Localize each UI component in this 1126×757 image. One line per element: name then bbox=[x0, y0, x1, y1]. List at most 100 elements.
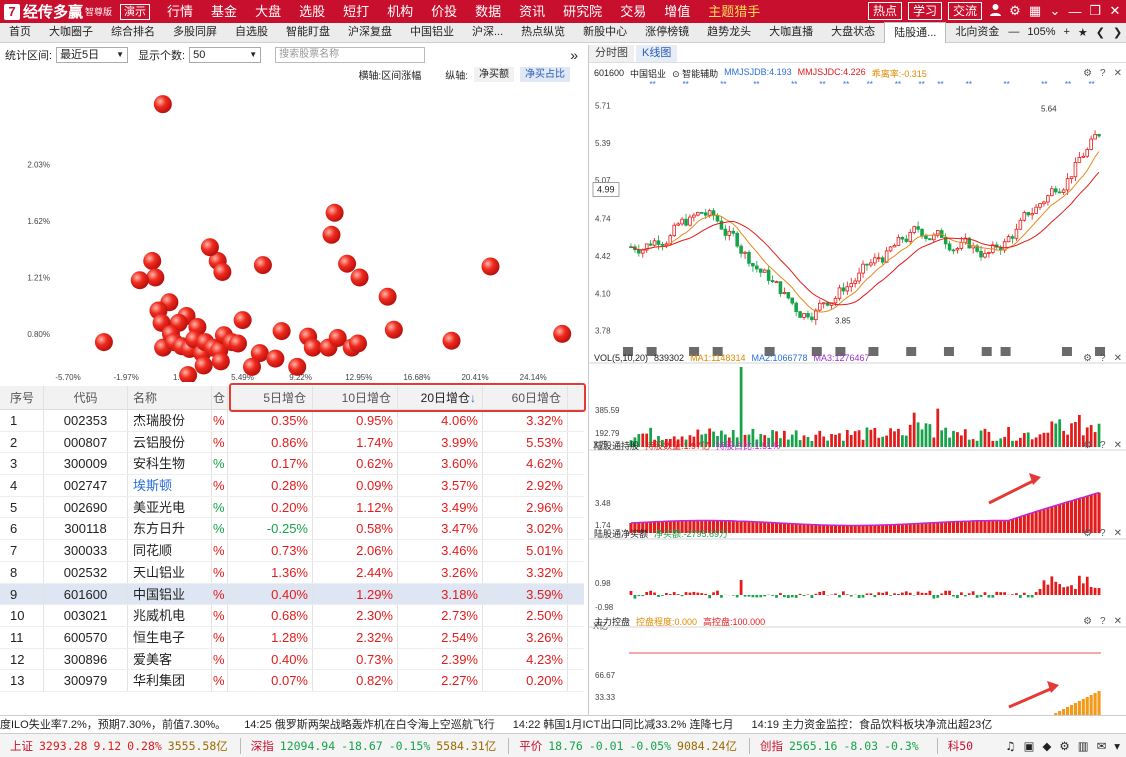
grid-icon[interactable]: ▦ bbox=[1028, 3, 1042, 18]
index-item[interactable]: 上证 3293.28 9.12 0.28% 3555.58亿 bbox=[10, 738, 234, 754]
scatter-point[interactable] bbox=[442, 331, 461, 350]
tab-item[interactable]: 大咖直播 bbox=[769, 26, 814, 38]
help-icon[interactable]: ? bbox=[1100, 68, 1106, 79]
star-icon[interactable]: ★ bbox=[1077, 27, 1088, 39]
tab-timeshare[interactable]: 分时图 bbox=[589, 45, 634, 62]
scatter-point[interactable] bbox=[130, 271, 149, 290]
news-item[interactable]: 14:19 主力资金监控：食品饮料板块净流出超23亿 bbox=[751, 719, 993, 731]
event-badge[interactable] bbox=[646, 347, 657, 356]
event-badge[interactable] bbox=[1061, 347, 1072, 356]
menu-item[interactable]: 主题猎手 bbox=[708, 4, 761, 19]
tab-item[interactable]: 首页 bbox=[9, 26, 31, 38]
event-badge[interactable] bbox=[712, 347, 723, 356]
menu-item[interactable]: 交易 bbox=[620, 4, 647, 19]
event-badge[interactable] bbox=[689, 347, 700, 356]
column-header[interactable]: 20日增仓↓ bbox=[398, 386, 483, 409]
menu-item[interactable]: 选股 bbox=[299, 4, 326, 19]
forward-icon[interactable]: ❯ bbox=[1113, 27, 1123, 39]
event-badge[interactable] bbox=[1095, 347, 1105, 356]
hot-button[interactable]: 热点 bbox=[867, 2, 902, 20]
close-icon[interactable]: ✕ bbox=[1113, 528, 1122, 539]
close-icon[interactable]: ✕ bbox=[1109, 3, 1121, 18]
index-item[interactable]: 深指 12094.94 -18.67 -0.15% 5584.31亿 bbox=[251, 738, 502, 754]
gear-icon[interactable]: ⚙ bbox=[1009, 3, 1021, 18]
chart-icon[interactable]: ▥ bbox=[1077, 738, 1089, 753]
scatter-point[interactable] bbox=[553, 324, 572, 343]
column-header[interactable]: 10日增仓 bbox=[313, 386, 398, 409]
help-icon[interactable]: ? bbox=[1100, 616, 1106, 627]
close-icon[interactable]: ✕ bbox=[1113, 440, 1122, 451]
event-badge[interactable] bbox=[943, 347, 954, 356]
table-row[interactable]: 12 300896 爱美客% 0.40% 0.73% 2.39% 4.23% bbox=[0, 648, 584, 671]
scatter-point[interactable] bbox=[194, 356, 213, 375]
help-icon[interactable]: ? bbox=[1100, 353, 1106, 364]
menu-item[interactable]: 基金 bbox=[211, 4, 238, 19]
tab-item[interactable]: 多股同屏 bbox=[173, 26, 217, 38]
user-icon[interactable] bbox=[988, 3, 1002, 19]
table-row[interactable]: 7 300033 同花顺% 0.73% 2.06% 3.46% 5.01% bbox=[0, 540, 584, 562]
menu-item[interactable]: 增值 bbox=[664, 4, 691, 19]
scatter-point[interactable] bbox=[146, 268, 165, 287]
back-icon[interactable]: ❮ bbox=[1095, 27, 1106, 39]
scatter-point[interactable] bbox=[213, 262, 232, 281]
scatter-point[interactable] bbox=[322, 225, 341, 244]
diamond-icon[interactable]: ◆ bbox=[1042, 738, 1052, 753]
scatter-point[interactable] bbox=[384, 320, 403, 339]
scatter-point[interactable] bbox=[143, 251, 162, 270]
menu-item[interactable]: 行情 bbox=[167, 4, 194, 19]
tab-item[interactable]: 北向资金 bbox=[955, 26, 1000, 38]
scatter-point[interactable] bbox=[179, 366, 198, 382]
tab-item[interactable]: 综合排名 bbox=[111, 26, 155, 38]
scatter-point[interactable] bbox=[228, 334, 247, 353]
scatter-point[interactable] bbox=[153, 95, 172, 114]
net-ratio-button[interactable]: 净买占比 bbox=[520, 66, 570, 82]
chat-button[interactable]: 交流 bbox=[947, 2, 982, 20]
gear-icon[interactable]: ⚙ bbox=[1083, 353, 1093, 364]
menu-item[interactable]: 大盘 bbox=[255, 4, 282, 19]
help-icon[interactable]: ? bbox=[1100, 528, 1106, 539]
close-icon[interactable]: ✕ bbox=[1113, 353, 1122, 364]
menu-item[interactable]: 研究院 bbox=[563, 4, 603, 19]
scatter-point[interactable] bbox=[481, 257, 500, 276]
chevron-down-icon[interactable]: ⌄ bbox=[1049, 3, 1061, 18]
table-row[interactable]: 3 300009 安科生物% 0.17% 0.62% 3.60% 4.62% bbox=[0, 453, 584, 476]
gear-icon[interactable]: ⚙ bbox=[1083, 616, 1093, 627]
scatter-point[interactable] bbox=[94, 333, 113, 352]
event-badge[interactable] bbox=[906, 347, 917, 356]
mail-icon[interactable]: ✉ bbox=[1096, 738, 1107, 753]
scatter-point[interactable] bbox=[378, 287, 397, 306]
tab-item[interactable]: 中国铝业 bbox=[410, 26, 454, 38]
close-icon[interactable]: ✕ bbox=[1113, 616, 1122, 627]
scatter-point[interactable] bbox=[266, 349, 285, 368]
restore-icon[interactable]: ❐ bbox=[1089, 3, 1101, 18]
net-buy-button[interactable]: 净买额 bbox=[474, 66, 514, 82]
tab-item[interactable]: 智能盯盘 bbox=[286, 26, 330, 38]
period-select[interactable]: 最近5日 ▼ bbox=[56, 47, 129, 63]
menu-item[interactable]: 资讯 bbox=[519, 4, 546, 19]
scatter-point[interactable] bbox=[211, 352, 230, 371]
scatter-point[interactable] bbox=[288, 357, 307, 376]
collapse-icon[interactable]: ▾ bbox=[1114, 738, 1120, 753]
zoom-out-icon[interactable]: — bbox=[1008, 26, 1020, 38]
menu-item[interactable]: 短打 bbox=[343, 4, 370, 19]
scatter-point[interactable] bbox=[338, 254, 357, 273]
scatter-point[interactable] bbox=[243, 357, 261, 376]
column-header[interactable]: 序号 bbox=[0, 386, 44, 409]
index-item[interactable]: 创指 2565.16 -8.03 -0.3% bbox=[760, 738, 931, 754]
sort-desc-icon[interactable]: ↓ bbox=[470, 391, 476, 405]
table-row[interactable]: 6 300118 东方日升% -0.25% 0.58% 3.47% 3.02% bbox=[0, 518, 584, 541]
scatter-point[interactable] bbox=[253, 256, 272, 275]
scatter-point[interactable] bbox=[350, 268, 369, 287]
event-badge[interactable] bbox=[623, 347, 633, 356]
table-row[interactable]: 11 600570 恒生电子% 1.28% 2.32% 2.54% 3.26% bbox=[0, 626, 584, 649]
news-item[interactable]: 14:22 韩国1月ICT出口同比减33.2% 连降七月 bbox=[512, 719, 734, 731]
tab-item[interactable]: 趋势龙头 bbox=[707, 26, 752, 38]
event-badge[interactable] bbox=[868, 347, 879, 356]
column-header[interactable]: 仓 bbox=[212, 386, 228, 409]
event-badge[interactable] bbox=[1000, 347, 1011, 356]
table-row[interactable]: 4 002747 埃斯顿% 0.28% 0.09% 3.57% 2.92% bbox=[0, 475, 584, 497]
table-row[interactable]: 2 000807 云铝股份% 0.86% 1.74% 3.99% 5.53% bbox=[0, 431, 584, 454]
collapse-panel-icon[interactable]: » bbox=[570, 47, 578, 63]
tab-item[interactable]: 自选股 bbox=[235, 26, 268, 38]
table-row[interactable]: 9 601600 中国铝业% 0.40% 1.29% 3.18% 3.59% bbox=[0, 583, 584, 606]
